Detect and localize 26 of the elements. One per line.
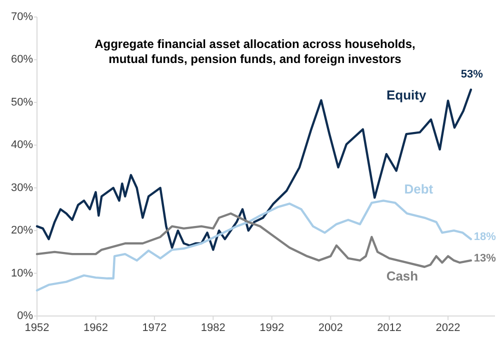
x-tick-label: 1952 — [24, 322, 50, 334]
x-tick-label: 2012 — [377, 322, 402, 334]
y-tick-label: 20% — [10, 224, 34, 237]
y-tick-label: 30% — [10, 182, 34, 194]
x-tick-label: 1992 — [260, 322, 284, 334]
annotation: 13% — [474, 252, 496, 264]
y-tick-label: 50% — [10, 96, 34, 108]
x-tick-label: 2002 — [318, 322, 343, 334]
series-label: Debt — [404, 181, 434, 196]
y-tick-label: 60% — [10, 54, 34, 66]
annotation: 53% — [460, 68, 484, 80]
line-series — [36, 200, 472, 292]
series-label: Equity — [386, 88, 427, 103]
x-tick-label: 1982 — [200, 322, 226, 334]
y-tick-label: 10% — [10, 267, 34, 280]
y-tick-label: 70% — [10, 11, 34, 23]
x-tick-label: 1972 — [142, 322, 167, 334]
x-tick-label: 2022 — [436, 322, 460, 334]
text: Aggregate financial asset allocation across households, mutual funds, pension funds, and foreign investors — [94, 37, 416, 66]
annotation: 18% — [474, 230, 496, 243]
y-tick-label: 40% — [10, 139, 34, 152]
series-label: Cash — [386, 268, 418, 284]
x-tick-label: 1962 — [83, 322, 108, 334]
y-tick-label: 0% — [17, 310, 34, 322]
line-series — [36, 88, 472, 251]
line-series — [36, 212, 472, 268]
